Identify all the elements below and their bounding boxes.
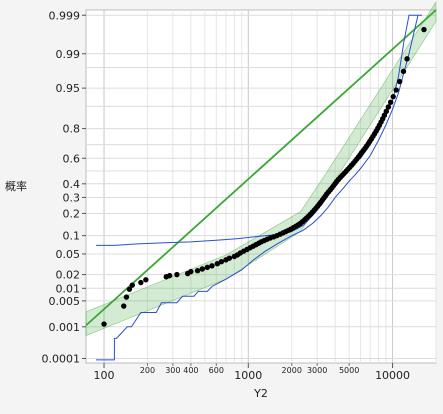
x-minor-tick-label: 5000 bbox=[339, 366, 359, 375]
data-point bbox=[385, 104, 392, 110]
data-point bbox=[383, 108, 390, 115]
y-tick-label: 0.99 bbox=[56, 48, 81, 61]
x-axis-label: Y2 bbox=[253, 387, 268, 400]
y-tick-label: 0.0001 bbox=[42, 353, 81, 366]
data-point bbox=[393, 87, 399, 93]
data-point bbox=[400, 68, 407, 75]
y-tick-label: 0.001 bbox=[49, 321, 81, 334]
y-tick-label: 0.8 bbox=[63, 123, 81, 136]
x-minor-tick-label: 400 bbox=[183, 366, 198, 375]
y-tick-label: 0.6 bbox=[63, 152, 81, 165]
data-point bbox=[121, 303, 127, 309]
x-tick-label: 1000 bbox=[234, 369, 262, 382]
data-point bbox=[123, 294, 130, 300]
data-point bbox=[390, 93, 396, 100]
y-tick-label: 0.4 bbox=[63, 178, 81, 191]
data-point bbox=[214, 261, 221, 267]
y-tick-label: 0.95 bbox=[56, 82, 81, 95]
data-point bbox=[396, 78, 403, 85]
data-point bbox=[421, 26, 427, 33]
data-point bbox=[143, 277, 149, 283]
data-points bbox=[101, 26, 427, 327]
x-minor-tick-label: 3000 bbox=[307, 366, 327, 375]
y-tick-label: 0.01 bbox=[56, 282, 81, 295]
confidence-band-area bbox=[85, 0, 437, 337]
data-point bbox=[209, 263, 215, 269]
x-tick-label: 10000 bbox=[375, 369, 410, 382]
x-minor-tick-label: 600 bbox=[209, 366, 224, 375]
y-axis-ticks: 0.9990.990.950.80.60.40.30.20.10.050.020… bbox=[42, 9, 86, 366]
confidence-band bbox=[85, 0, 437, 337]
x-tick-label: 100 bbox=[94, 369, 115, 382]
y-tick-label: 0.3 bbox=[63, 191, 81, 204]
gridlines bbox=[86, 10, 437, 363]
y-tick-label: 0.05 bbox=[56, 248, 81, 261]
plot-background bbox=[85, 9, 437, 364]
data-point bbox=[101, 321, 107, 327]
data-point bbox=[166, 272, 173, 279]
data-point bbox=[226, 255, 233, 261]
data-point bbox=[126, 286, 133, 292]
data-point bbox=[204, 264, 211, 271]
lower-bound-line bbox=[96, 15, 419, 361]
x-axis-ticks: 100 1000 10000 200 300 400 600 2000 3000 5000 bbox=[94, 363, 410, 382]
fit-line-path bbox=[85, 9, 437, 327]
data-point bbox=[387, 99, 394, 105]
y-tick-label: 0.02 bbox=[56, 269, 81, 282]
data-point bbox=[194, 268, 201, 274]
data-point bbox=[129, 282, 135, 288]
data-point bbox=[138, 279, 144, 286]
x-minor-tick-label: 200 bbox=[140, 366, 155, 375]
y-tick-label: 0.2 bbox=[63, 207, 81, 220]
fit-line bbox=[85, 9, 437, 327]
data-point bbox=[188, 268, 194, 275]
data-point bbox=[218, 259, 225, 265]
y-tick-label: 0.1 bbox=[63, 230, 81, 243]
y-tick-label: 0.005 bbox=[49, 295, 81, 308]
data-point bbox=[404, 56, 410, 62]
data-point bbox=[199, 266, 206, 272]
data-point bbox=[174, 271, 180, 278]
y-axis-label: 概率 bbox=[5, 179, 27, 193]
x-minor-tick-label: 300 bbox=[165, 366, 180, 375]
y-tick-label: 0.999 bbox=[49, 9, 81, 22]
x-minor-tick-label: 2000 bbox=[282, 366, 302, 375]
